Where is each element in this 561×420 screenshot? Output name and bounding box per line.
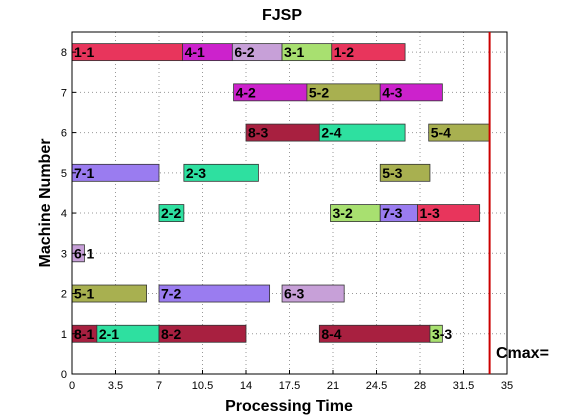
y-tick-label: 8 <box>61 47 67 59</box>
x-tick-label: 24.5 <box>366 380 387 392</box>
y-tick-label: 2 <box>61 289 67 301</box>
chart-title: FJSP <box>262 7 302 24</box>
operation-label-2-1: 2-1 <box>99 326 119 342</box>
operation-bar-5-3 <box>379 163 431 182</box>
x-tick-label: 17.5 <box>279 380 300 392</box>
operation-bar-2-2 <box>158 204 185 222</box>
operation-bar-3-3 <box>429 324 443 343</box>
operation-bar-1-2 <box>331 43 406 62</box>
operation-label-1-3: 1-3 <box>420 205 440 221</box>
y-axis-label: Machine Number <box>37 139 54 268</box>
operation-bar-2-3 <box>183 163 259 182</box>
operation-label-4-2: 4-2 <box>236 84 256 100</box>
operation-label-8-2: 8-2 <box>161 326 181 342</box>
x-tick-label: 10.5 <box>192 380 213 392</box>
x-tick-label: 14 <box>240 380 252 392</box>
operation-bar-4-3 <box>379 83 443 102</box>
operation-label-5-3: 5-3 <box>382 165 402 181</box>
operation-label-3-3: 3-3 <box>432 326 452 342</box>
x-tick-label: 21 <box>327 380 339 392</box>
x-tick-label: 0 <box>69 380 75 392</box>
y-tick-label: 5 <box>61 168 67 180</box>
x-tick-label: 7 <box>156 380 162 392</box>
operation-label-1-1: 1-1 <box>74 44 94 60</box>
operation-label-8-3: 8-3 <box>248 125 268 141</box>
x-axis-label: Processing Time <box>225 398 353 415</box>
x-tick-label: 31.5 <box>453 380 474 392</box>
operation-label-3-1: 3-1 <box>284 44 304 60</box>
operation-labels: 1-1 4-1 6-2 3-1 1-2 4-2 5-2 4-3 8-3 2-4 5-4 7-1 2-3 5… <box>74 44 452 342</box>
operation-label-5-1: 5-1 <box>74 286 94 302</box>
y-ticks: 0 1 2 3 4 5 6 7 8 <box>61 47 76 381</box>
y-tick-label: 7 <box>61 87 67 99</box>
operation-label-2-4: 2-4 <box>321 125 341 141</box>
operation-label-7-1: 7-1 <box>74 165 94 181</box>
operation-label-6-3: 6-3 <box>284 286 304 302</box>
x-tick-label: 28 <box>414 380 426 392</box>
operation-label-4-1: 4-1 <box>185 44 205 60</box>
y-tick-label: 1 <box>61 329 67 341</box>
operation-bars <box>71 43 491 343</box>
plot-frame <box>71 31 508 375</box>
operation-label-1-2: 1-2 <box>334 44 354 60</box>
operation-label-5-2: 5-2 <box>309 84 329 100</box>
operation-label-2-2: 2-2 <box>161 205 181 221</box>
operation-label-6-2: 6-2 <box>234 44 254 60</box>
y-tick-label: 3 <box>61 248 67 260</box>
operation-label-7-2: 7-2 <box>161 286 181 302</box>
operation-bar-8-2 <box>158 324 247 343</box>
operation-label-5-4: 5-4 <box>431 125 451 141</box>
operation-bar-2-4 <box>318 123 406 142</box>
grid-lines <box>72 32 507 374</box>
y-tick-label: 0 <box>61 369 67 381</box>
x-tick-label: 35 <box>501 380 513 392</box>
operation-label-3-2: 3-2 <box>333 205 353 221</box>
operation-bar-6-3 <box>281 284 345 303</box>
y-tick-label: 6 <box>61 128 67 140</box>
operation-label-2-3: 2-3 <box>186 165 206 181</box>
operation-label-4-3: 4-3 <box>382 84 402 100</box>
x-ticks: 0 3.5 7 10.5 14 17.5 21 24.5 28 31.5 35 <box>69 370 513 392</box>
operation-bar-1-3 <box>417 204 481 222</box>
operation-label-6-1: 6-1 <box>74 245 94 261</box>
x-tick-label: 3.5 <box>108 380 123 392</box>
operation-label-8-4: 8-4 <box>321 326 341 342</box>
operation-label-8-1: 8-1 <box>74 326 94 342</box>
operation-label-7-3: 7-3 <box>382 205 402 221</box>
operation-bar-7-2 <box>158 284 271 303</box>
cmax-label: Cmax= <box>496 345 549 362</box>
y-tick-label: 4 <box>61 208 67 220</box>
